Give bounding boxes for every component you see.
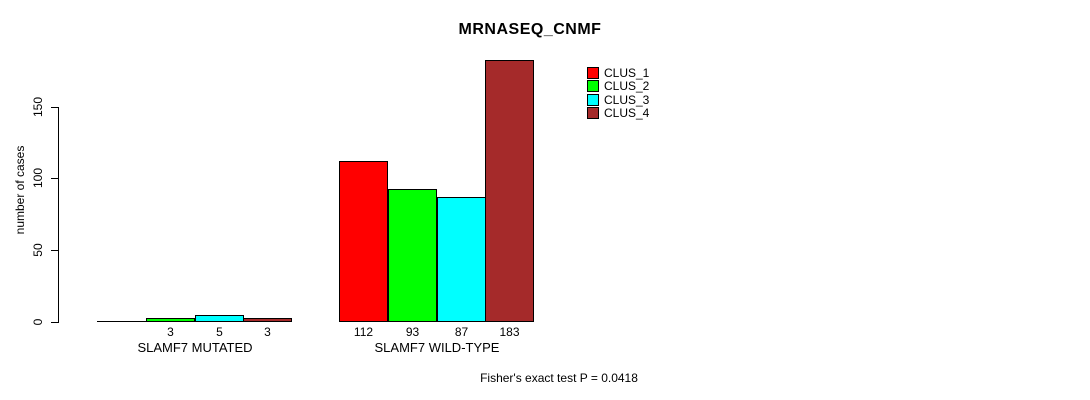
group-label-slamf7-mutated: SLAMF7 MUTATED [137, 340, 253, 355]
bar-value-label: 93 [405, 325, 420, 339]
bar-clus_1-slamf7-wild-type [339, 161, 388, 322]
chart-title: MRNASEQ_CNMF [458, 21, 602, 38]
y-tick [51, 250, 59, 251]
bar-value-label: 112 [353, 325, 374, 339]
bar-clus_1-slamf7-mutated [97, 321, 146, 322]
bar-clus_2-slamf7-wild-type [388, 189, 437, 322]
y-tick-label: 100 [31, 167, 45, 189]
y-tick [51, 322, 59, 323]
y-tick-label: 0 [31, 318, 45, 326]
y-tick [51, 107, 59, 108]
group-label-slamf7-wild-type: SLAMF7 WILD-TYPE [374, 340, 500, 355]
y-tick [51, 178, 59, 179]
y-tick-label: 150 [31, 96, 45, 118]
bar-clus_3-slamf7-wild-type [437, 197, 486, 322]
y-axis-line [58, 107, 59, 323]
bar-clus_4-slamf7-wild-type [485, 60, 534, 322]
bar-value-label: 87 [454, 325, 469, 339]
bar-value-label: 3 [264, 325, 271, 339]
bar-clus_4-slamf7-mutated [243, 318, 292, 322]
bar-clus_3-slamf7-mutated [195, 315, 244, 322]
bar-value-label: 183 [499, 325, 520, 339]
bar-value-label: 3 [167, 325, 174, 339]
y-tick-label: 50 [31, 243, 45, 257]
bar-value-label: 5 [216, 325, 223, 339]
bar-clus_2-slamf7-mutated [146, 318, 195, 322]
fisher-test-annotation: Fisher's exact test P = 0.0418 [480, 371, 638, 385]
